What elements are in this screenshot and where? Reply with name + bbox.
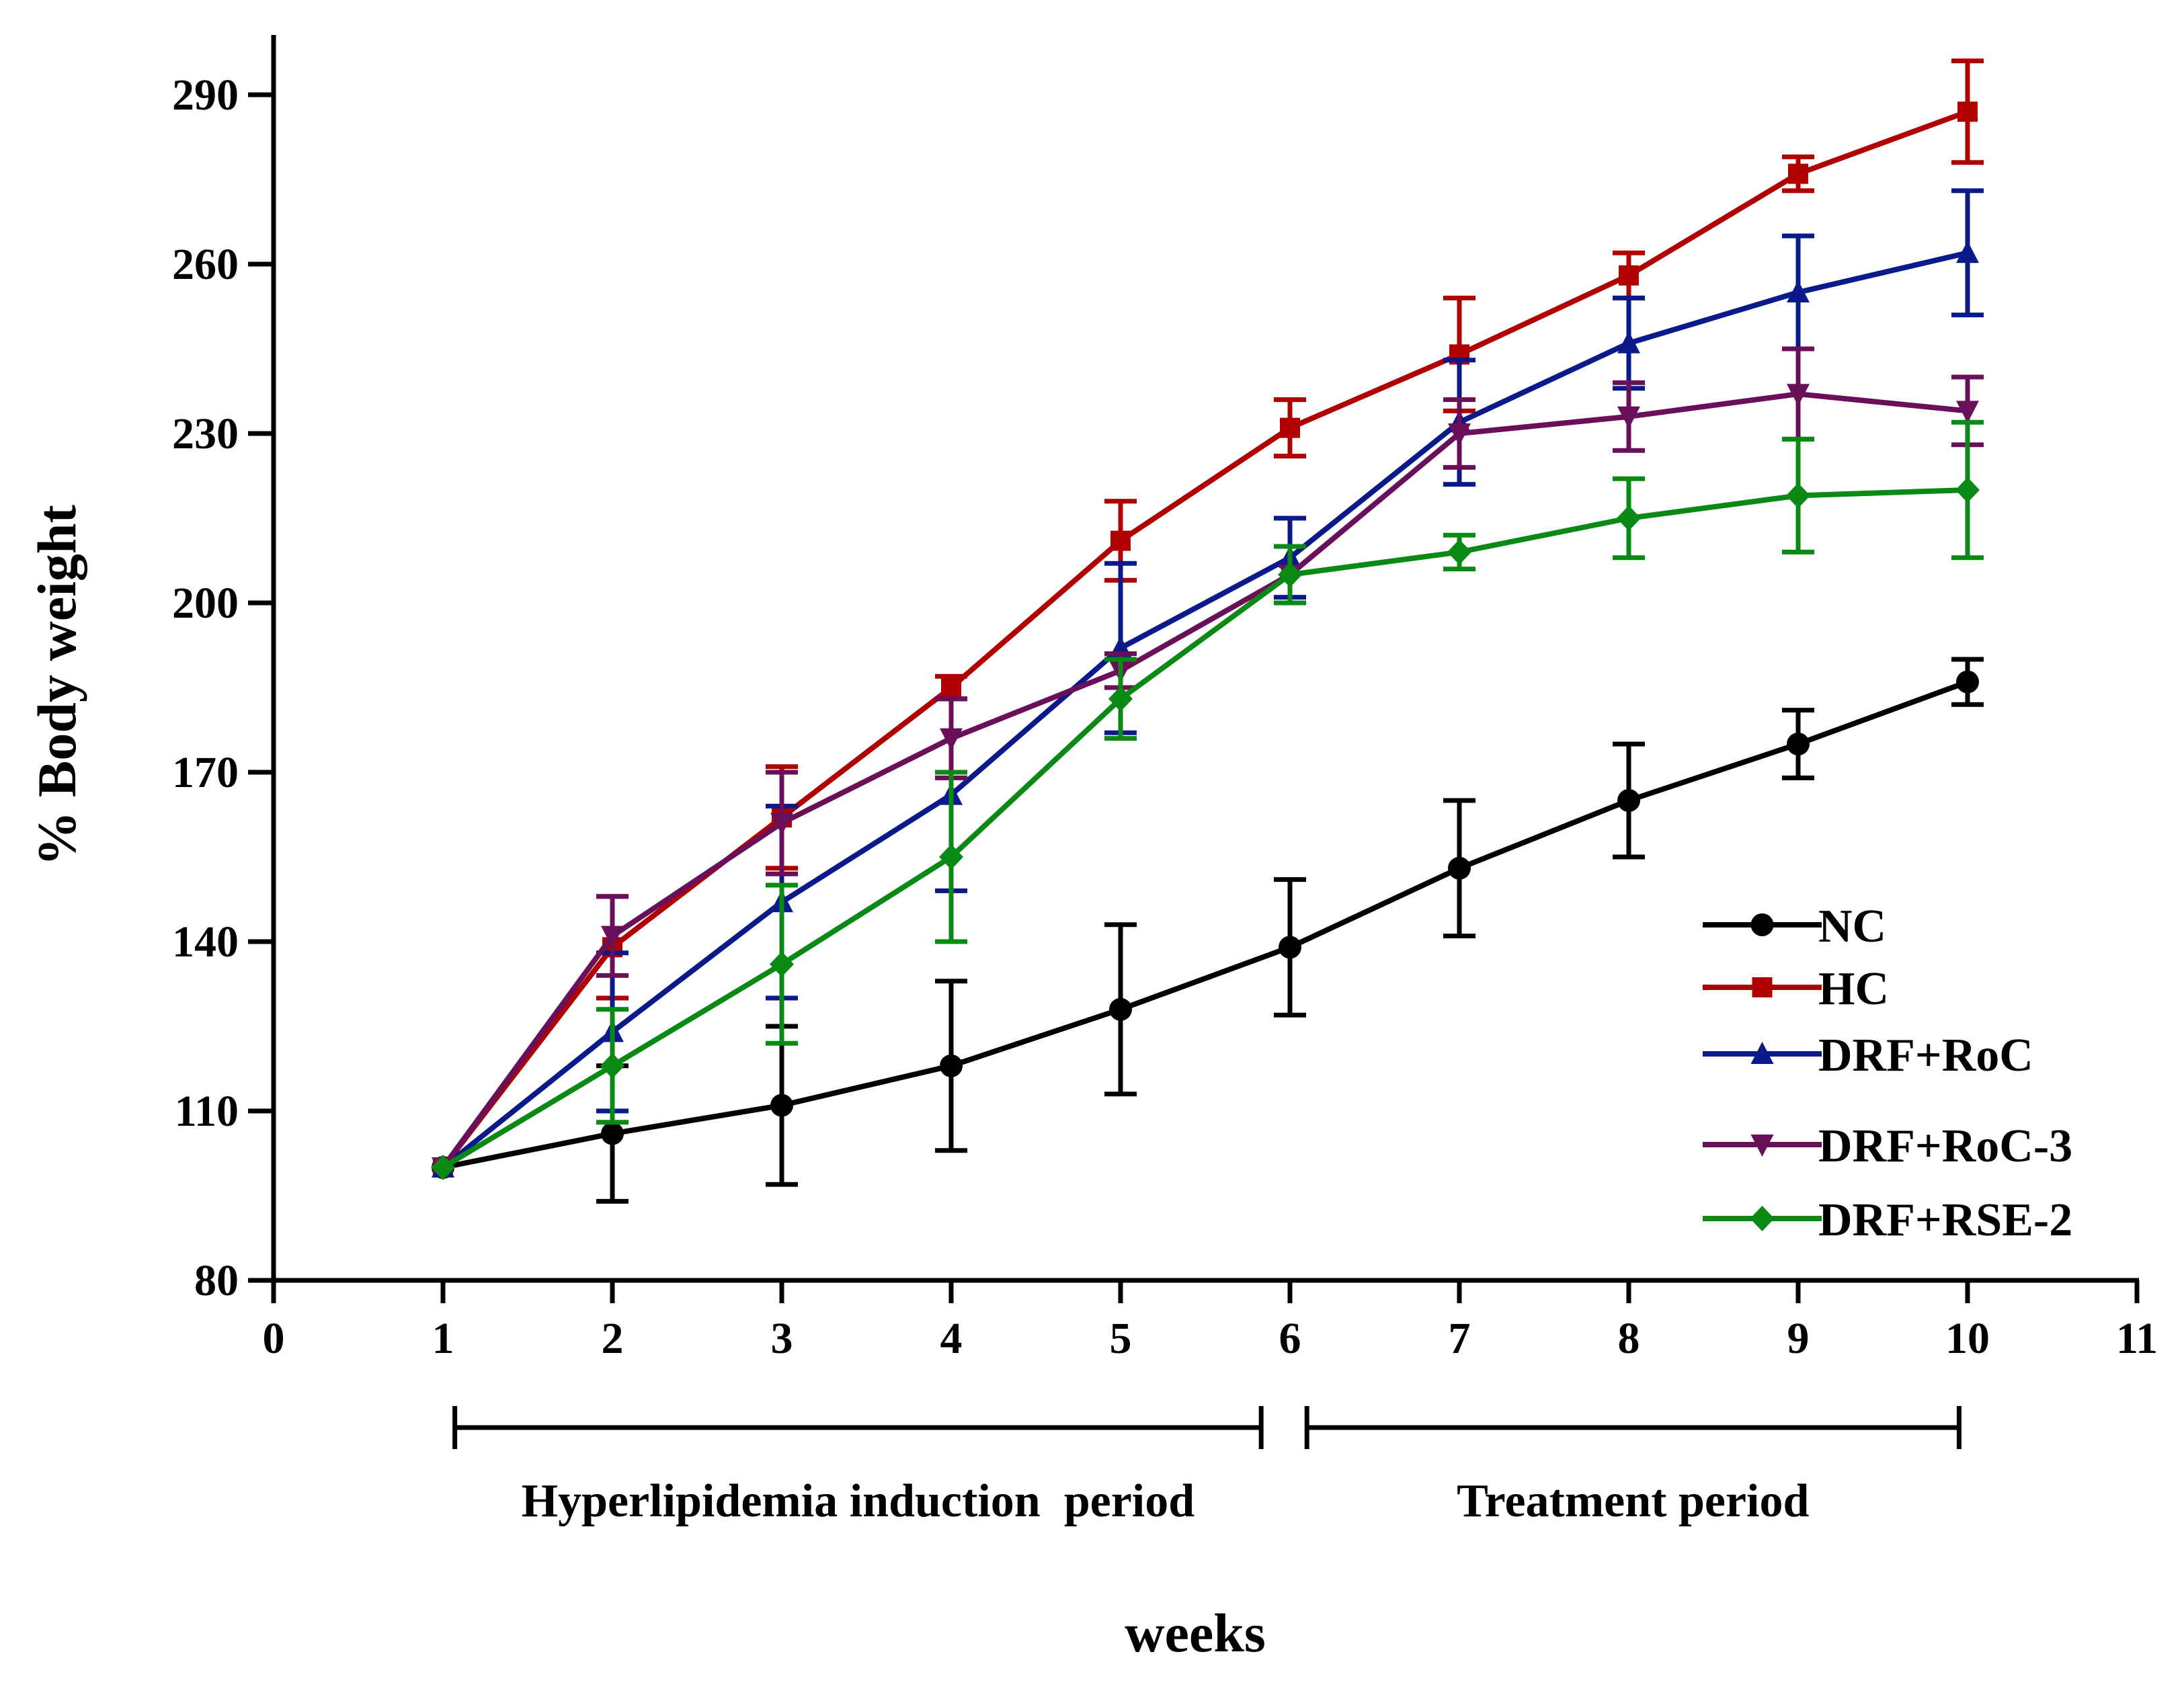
period-label: Treatment period: [1457, 1475, 1809, 1527]
x-axis-label: weeks: [1125, 1602, 1266, 1663]
period-bracket: Treatment period: [1304, 1406, 1961, 1527]
legend-marker: [1750, 1042, 1774, 1064]
legend-label: DRF+RoC: [1818, 1030, 2033, 1081]
data-point: [1956, 670, 1979, 694]
data-point: [770, 951, 794, 977]
data-point: [941, 677, 961, 698]
legend-item: DRF+RoC-3: [1703, 1120, 2072, 1172]
legend: NC HC DRF+RoC DRF+RoC-3 DRF+RSE-2: [1703, 901, 2072, 1246]
data-point: [431, 1155, 455, 1180]
legend-marker: [1750, 1206, 1775, 1231]
y-axis-label: % Body weight: [26, 505, 87, 866]
y-tick-label: 170: [172, 748, 239, 797]
data-point: [1617, 789, 1640, 812]
data-point: [1957, 101, 1978, 122]
data-point: [940, 1054, 963, 1077]
y-tick-label: 80: [194, 1256, 239, 1305]
data-point: [770, 1094, 793, 1117]
data-point: [600, 1053, 624, 1079]
x-tick-label: 11: [2116, 1314, 2158, 1363]
series-drf-roc: [432, 188, 1984, 1178]
legend-label: NC: [1818, 901, 1886, 952]
y-tick-label: 110: [175, 1087, 239, 1136]
data-point: [601, 925, 624, 948]
data-point: [1109, 997, 1132, 1021]
data-point: [1448, 423, 1471, 446]
legend-marker: [1752, 977, 1773, 997]
data-point: [1786, 483, 1810, 509]
data-point: [1788, 163, 1808, 184]
data-point: [1108, 686, 1133, 712]
data-point: [1956, 241, 1979, 263]
x-tick-label: 8: [1618, 1314, 1640, 1363]
data-point: [1956, 401, 1979, 423]
period-brackets: Hyperlipidemia induction period Treatment…: [452, 1406, 1961, 1527]
x-tick-label: 10: [1945, 1314, 1990, 1363]
x-tick-label: 3: [771, 1314, 793, 1363]
data-point: [1280, 417, 1300, 438]
data-point: [939, 844, 963, 870]
data-point: [1787, 384, 1810, 407]
data-point: [1447, 539, 1471, 565]
data-point: [940, 728, 963, 751]
x-tick-label: 9: [1787, 1314, 1810, 1363]
y-tick-label: 230: [172, 409, 239, 458]
legend-item: NC: [1703, 901, 1886, 952]
legend-marker: [1750, 913, 1774, 936]
legend-label: DRF+RoC-3: [1818, 1120, 2072, 1172]
x-tick-label: 5: [1110, 1314, 1132, 1363]
legend-label: DRF+RSE-2: [1818, 1194, 2072, 1246]
data-point: [1617, 331, 1640, 354]
plot-area: [431, 58, 1984, 1204]
x-tick-label: 1: [432, 1314, 454, 1363]
data-point: [1617, 505, 1641, 531]
series-line: [441, 487, 1968, 1170]
data-point: [770, 813, 793, 835]
x-tick-label: 7: [1449, 1314, 1471, 1363]
y-tick-label: 140: [172, 917, 239, 966]
legend-label: HC: [1818, 963, 1889, 1015]
data-point: [1448, 856, 1471, 880]
data-point: [1278, 562, 1302, 587]
data-point: [1110, 530, 1131, 551]
period-label: Hyperlipidemia induction period: [522, 1475, 1195, 1527]
data-point: [1279, 936, 1301, 959]
legend-item: DRF+RSE-2: [1703, 1194, 2072, 1246]
series-drf-rse-2: [431, 419, 1984, 1180]
x-tick-label: 4: [940, 1314, 963, 1363]
legend-marker: [1750, 1135, 1774, 1157]
data-point: [1787, 733, 1810, 755]
y-tick-label: 260: [172, 240, 239, 289]
series-line: [440, 391, 1968, 1169]
series-nc: [432, 657, 1984, 1204]
y-tick-label: 290: [172, 71, 239, 120]
legend-item: DRF+RoC: [1703, 1030, 2033, 1081]
data-point: [1955, 477, 1980, 503]
x-tick-label: 0: [263, 1314, 285, 1363]
y-tick-label: 200: [172, 579, 239, 628]
axes: 80 110 140 170 200 230 260 290 0 1 2 3 4 5 6 7 8 9 10 11: [172, 35, 2158, 1363]
x-tick-label: 2: [602, 1314, 624, 1363]
x-tick-label: 6: [1279, 1314, 1301, 1363]
period-bracket: Hyperlipidemia induction period: [452, 1406, 1264, 1527]
data-point: [1787, 280, 1810, 302]
data-point: [601, 1122, 624, 1145]
data-point: [1619, 265, 1639, 286]
data-point: [1617, 406, 1640, 429]
legend-item: HC: [1703, 963, 1889, 1015]
series-line: [442, 679, 1969, 1170]
series-line: [441, 250, 1968, 1170]
